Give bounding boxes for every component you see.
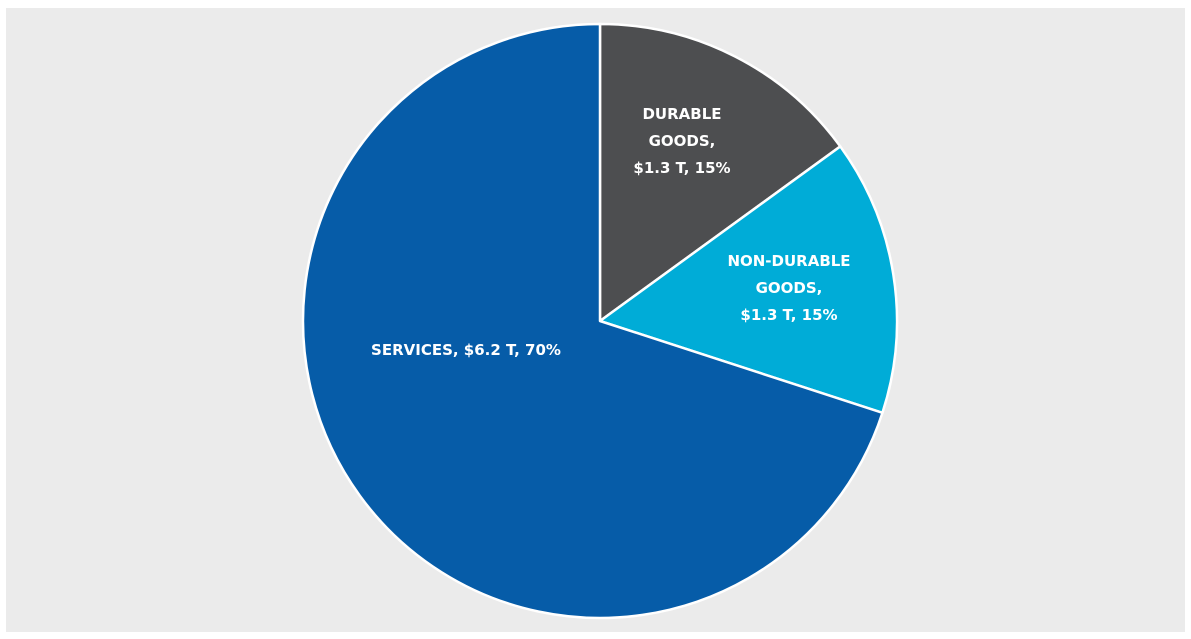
slice-label-non-durable-goods: NON-DURABLE GOODS, $1.3 T, 15%	[727, 252, 850, 324]
slice-label-line: $1.3 T, 15%	[740, 306, 837, 324]
pie-slice-durable-goods	[598, 22, 842, 323]
pie-labels: DURABLE GOODS, $1.3 T, 15% NON-DURABLE GOODS…	[371, 105, 851, 359]
slice-label-line: DURABLE	[642, 105, 721, 123]
pie-slice-services	[301, 22, 884, 620]
slice-label-durable-goods: DURABLE GOODS, $1.3 T, 15%	[633, 105, 730, 177]
slice-label-line: SERVICES, $6.2 T, 70%	[371, 341, 561, 359]
slice-label-line: NON-DURABLE	[727, 252, 850, 270]
pie-slice-non-durable-goods	[598, 145, 899, 415]
pie-slices	[301, 22, 899, 620]
slice-label-services: SERVICES, $6.2 T, 70%	[371, 341, 561, 359]
slice-label-line: $1.3 T, 15%	[633, 159, 730, 177]
slice-label-line: GOODS,	[756, 279, 823, 297]
slice-label-line: GOODS,	[649, 132, 716, 150]
